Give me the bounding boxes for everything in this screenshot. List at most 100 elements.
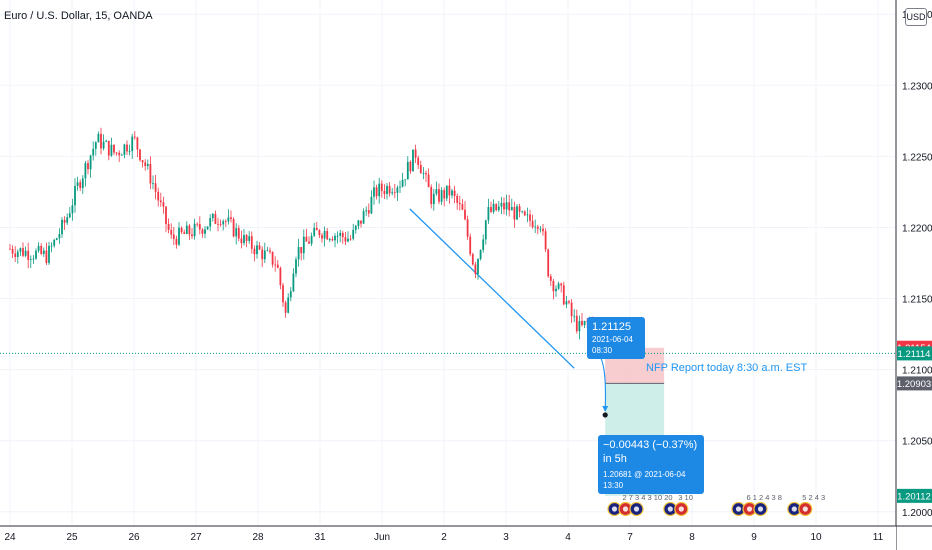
candle-body: [373, 187, 375, 197]
x-tick-label: 7: [627, 532, 633, 543]
candle-body: [464, 209, 466, 220]
candle-body: [448, 185, 451, 196]
candle-body: [354, 225, 357, 230]
candle-body: [347, 238, 349, 242]
candle-body: [53, 239, 56, 246]
candle-body: [297, 247, 300, 260]
candle-body: [445, 185, 448, 199]
candle-body: [102, 141, 105, 149]
candle-body: [456, 196, 459, 203]
candle-body: [487, 207, 490, 221]
nfp-annotation[interactable]: NFP Report today 8:30 a.m. EST: [646, 362, 808, 374]
trendline-layer: [409, 208, 575, 369]
candle-body: [531, 220, 534, 228]
event-flag-center: [735, 506, 742, 512]
candle-body: [193, 223, 196, 237]
candle-body: [89, 155, 92, 170]
x-tick-label: 31: [314, 532, 326, 543]
candle-body: [302, 236, 305, 254]
candle-body: [209, 218, 212, 227]
candle-body: [399, 186, 401, 188]
candle-body: [37, 245, 40, 251]
price-tag-label: 1.21114: [898, 349, 931, 360]
candle-body: [19, 248, 22, 252]
candle-body: [287, 297, 290, 313]
candle-body: [185, 225, 188, 234]
candle-body: [211, 213, 214, 219]
candle-body: [414, 149, 417, 158]
candle-body: [105, 140, 108, 142]
candle-body: [240, 238, 243, 244]
candle-body: [198, 223, 201, 230]
event-count-labels: 5 2 4 3: [802, 493, 825, 502]
price-tag-bg: [897, 488, 932, 503]
candle-body: [274, 264, 277, 266]
price-tag-bg: [897, 376, 932, 391]
candle-body: [232, 219, 235, 237]
x-tick-label: 3: [503, 532, 509, 543]
candle-body: [97, 133, 100, 143]
candle-body: [149, 164, 152, 184]
candle-body: [79, 182, 82, 189]
x-tick-label: 25: [66, 532, 78, 543]
candle-body: [490, 207, 492, 212]
x-tick-label: Jun: [374, 532, 390, 543]
candle-body: [560, 283, 563, 286]
price-tag-bg: [897, 346, 932, 361]
candle-body: [50, 245, 53, 247]
candle-body: [157, 191, 160, 201]
currency-button[interactable]: USD: [905, 8, 927, 26]
result-callout[interactable]: −0.00443 (−0.37%) in 5h 1.20681 @ 2021-0…: [598, 435, 704, 494]
candle-body: [328, 239, 331, 240]
candle-body: [458, 202, 461, 205]
candle-body: [250, 236, 253, 249]
candle-body: [48, 245, 50, 263]
candle-body: [461, 204, 464, 210]
candle-body: [409, 161, 412, 172]
candle-body: [245, 235, 248, 241]
x-tick-label: 2: [441, 532, 447, 543]
candle-body: [258, 245, 261, 250]
candle-body: [440, 190, 443, 202]
candle-body: [152, 183, 154, 185]
candle-body: [133, 136, 136, 138]
entry-callout[interactable]: 1.21125 2021-06-04 08:30: [587, 317, 645, 359]
candle-body: [396, 187, 399, 193]
candle-body: [523, 211, 526, 216]
event-flag-center: [678, 506, 684, 512]
x-tick-label: 4: [565, 532, 571, 543]
event-flag-center: [622, 506, 629, 512]
candle-body: [557, 283, 560, 289]
candle-body: [279, 267, 282, 286]
candle-body: [500, 202, 503, 207]
event-flag-center: [667, 506, 673, 512]
candle-body: [357, 220, 360, 226]
candle-body: [29, 259, 32, 261]
candle-body: [11, 248, 14, 254]
candle-body: [529, 214, 531, 221]
candle-body: [271, 251, 274, 265]
candle-body: [284, 302, 287, 313]
time-axis-bg: [0, 526, 896, 550]
candle-body: [438, 189, 440, 202]
candle-body: [388, 185, 391, 194]
candle-body: [40, 245, 43, 254]
candle-body: [383, 190, 386, 195]
candle-body: [55, 238, 58, 240]
candle-body: [318, 230, 321, 236]
candle-body: [27, 250, 30, 260]
candle-body: [425, 173, 427, 175]
candle-body: [516, 206, 518, 220]
candle-body: [539, 228, 542, 230]
candle-body: [159, 200, 162, 203]
candle-body: [352, 229, 355, 239]
candle-body: [315, 227, 318, 231]
candle-body: [344, 237, 347, 242]
time-axis: 24 25 26 27 28 31 Jun 2 3 4 7 8 9 10 11: [0, 525, 932, 550]
candle-body: [412, 149, 414, 172]
candle-body: [308, 241, 310, 244]
candle-body: [237, 228, 240, 239]
candle-body: [573, 315, 576, 317]
candle-body: [219, 224, 222, 225]
